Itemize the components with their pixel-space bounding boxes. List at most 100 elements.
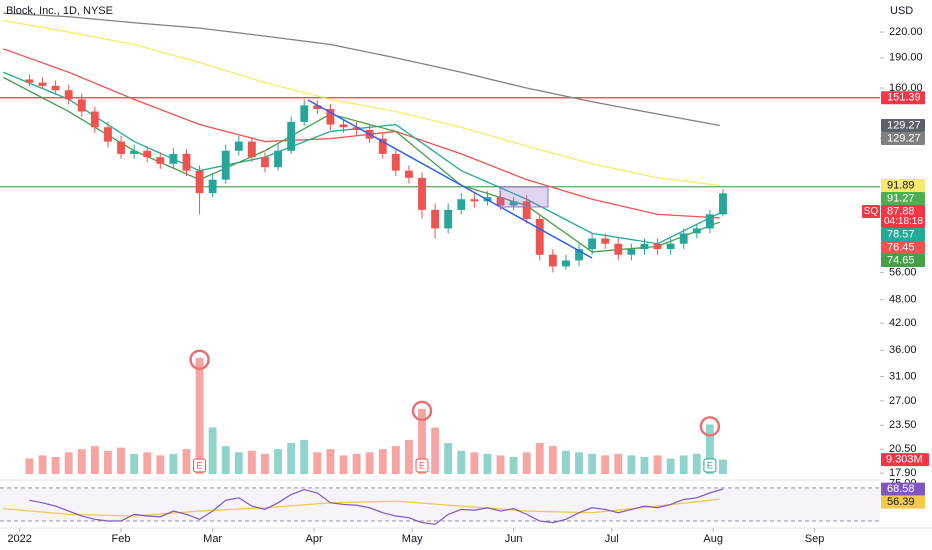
candle-body <box>182 153 191 171</box>
candle-body <box>588 238 597 250</box>
volume-label-box <box>881 453 929 467</box>
volume-bar <box>64 452 73 474</box>
candle-body <box>640 243 649 250</box>
volume-bar <box>25 458 34 474</box>
candle-body <box>719 193 727 215</box>
earnings-label: E <box>197 460 203 470</box>
y-tick-label: 48.00 <box>889 294 917 306</box>
volume-bar <box>117 447 125 474</box>
volume-bar <box>640 456 649 474</box>
countdown: 04:18:18 <box>884 216 923 227</box>
price-label-box <box>881 91 925 105</box>
y-tick-label: 23.50 <box>889 419 917 431</box>
volume-bar <box>404 439 413 474</box>
volume-bar <box>326 449 335 474</box>
volume-bar <box>274 449 282 474</box>
volume-bar <box>666 458 675 474</box>
volume-bar <box>261 453 269 474</box>
volume-bar <box>470 452 479 474</box>
volume-bar <box>365 452 374 474</box>
volume-bar <box>77 449 86 474</box>
candle-body <box>208 179 217 194</box>
earnings-label: E <box>419 460 425 470</box>
volume-bar <box>195 357 204 474</box>
candle-body <box>169 153 178 164</box>
volume-bar <box>300 439 309 474</box>
rsi-line <box>29 488 724 525</box>
candle-body <box>470 199 479 202</box>
volume-bar <box>653 455 662 474</box>
volume-bar <box>143 452 152 474</box>
candle-body <box>287 121 296 151</box>
symbol-box <box>862 205 880 219</box>
price-label: 74.65 <box>887 254 915 266</box>
x-tick-label: Jul <box>605 533 619 545</box>
candle-body <box>548 254 557 267</box>
volume-bar <box>548 446 557 474</box>
volume-bar <box>418 408 426 474</box>
volume-bar <box>692 453 701 474</box>
volume-bar <box>679 455 688 474</box>
volume-bar <box>104 450 112 474</box>
volume-bar <box>247 450 256 474</box>
price-label-box <box>881 119 925 133</box>
volume-bar <box>182 449 191 474</box>
highlight-circle <box>699 416 721 437</box>
price-label: 78.57 <box>887 228 915 240</box>
candle-body <box>378 138 387 154</box>
candle-body <box>653 243 662 250</box>
highlight-circle <box>411 400 433 422</box>
rsi-label-box <box>881 482 925 496</box>
candle-body <box>522 201 531 219</box>
candle-body <box>38 82 47 86</box>
x-tick-label: May <box>402 533 423 545</box>
y-tick-label: 220.00 <box>889 26 923 38</box>
candle-body <box>326 109 335 125</box>
candle-body <box>130 150 139 154</box>
volume-bar <box>719 459 727 474</box>
x-tick-label: Feb <box>112 533 131 545</box>
volume-bar <box>522 452 531 474</box>
y-tick-label: 27.00 <box>889 395 917 407</box>
x-tick-label: Apr <box>305 533 322 545</box>
candle-body <box>51 85 60 91</box>
candle-body <box>496 197 505 206</box>
candle-body <box>143 150 152 158</box>
y-tick-label: 36.00 <box>889 344 917 356</box>
price-label-box <box>881 179 925 193</box>
candle-body <box>261 157 269 168</box>
candle-body <box>404 170 413 178</box>
volume-bar <box>378 449 387 474</box>
candle-body <box>457 199 466 210</box>
volume-bar <box>496 455 505 474</box>
volume-bar <box>705 424 714 474</box>
y-tick-label: 190.00 <box>889 52 923 64</box>
candle-body <box>391 153 400 171</box>
candle-body <box>300 105 309 122</box>
chart-title: Block, Inc., 1D, NYSE <box>6 5 113 17</box>
x-tick-label: Aug <box>703 533 723 545</box>
volume-bar <box>208 427 217 474</box>
earnings-marker <box>703 458 717 473</box>
moving-average <box>3 19 720 187</box>
y-tick-label: 31.00 <box>889 370 917 382</box>
volume-bar <box>90 446 99 474</box>
candle-body <box>535 218 544 255</box>
volume-bar <box>627 455 636 474</box>
candle-body <box>313 105 322 110</box>
price-label-box <box>881 228 925 242</box>
candle-body <box>627 249 636 255</box>
volume-bar <box>169 453 178 474</box>
price-label-box <box>881 254 925 268</box>
x-tick-label: Sep <box>805 533 825 545</box>
y-tick-label: 160.00 <box>889 82 923 94</box>
moving-average <box>3 48 720 219</box>
volume-bar <box>444 443 453 474</box>
rsi-ma-line <box>3 498 720 517</box>
volume-bar <box>588 453 597 474</box>
price-label-box <box>881 192 925 206</box>
volume-bar <box>38 455 47 474</box>
trend-line <box>307 99 593 259</box>
